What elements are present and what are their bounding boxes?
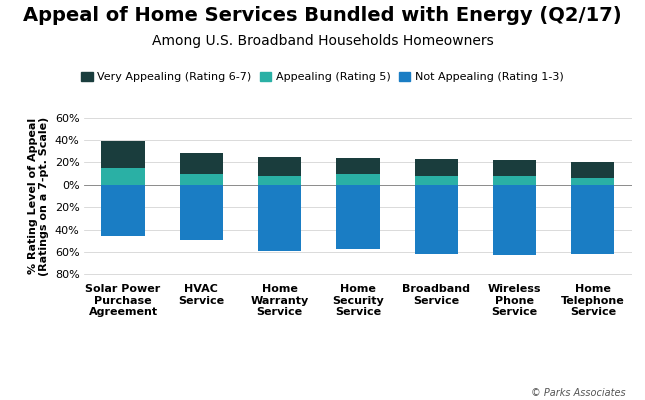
- Text: Among U.S. Broadband Households Homeowners: Among U.S. Broadband Households Homeowne…: [152, 34, 493, 48]
- Bar: [415, 176, 458, 185]
- Bar: [258, 176, 301, 185]
- Bar: [101, 141, 144, 168]
- Bar: [258, 185, 301, 251]
- Y-axis label: % Rating Level of Appeal
(Ratings on a 7-pt. Scale): % Rating Level of Appeal (Ratings on a 7…: [28, 116, 50, 276]
- Bar: [337, 174, 379, 185]
- Bar: [101, 185, 144, 236]
- Legend: Very Appealing (Rating 6-7), Appealing (Rating 5), Not Appealing (Rating 1-3): Very Appealing (Rating 6-7), Appealing (…: [77, 68, 568, 87]
- Bar: [180, 154, 223, 174]
- Bar: [415, 159, 458, 176]
- Bar: [180, 174, 223, 185]
- Bar: [571, 162, 615, 178]
- Bar: [571, 178, 615, 185]
- Bar: [493, 160, 536, 176]
- Bar: [493, 176, 536, 185]
- Bar: [258, 157, 301, 176]
- Bar: [337, 158, 379, 174]
- Text: © Parks Associates: © Parks Associates: [531, 388, 626, 398]
- Bar: [180, 185, 223, 240]
- Text: Appeal of Home Services Bundled with Energy (Q2/17): Appeal of Home Services Bundled with Ene…: [23, 6, 622, 25]
- Bar: [415, 185, 458, 254]
- Bar: [493, 185, 536, 255]
- Bar: [337, 185, 379, 249]
- Bar: [101, 168, 144, 185]
- Bar: [571, 185, 615, 254]
